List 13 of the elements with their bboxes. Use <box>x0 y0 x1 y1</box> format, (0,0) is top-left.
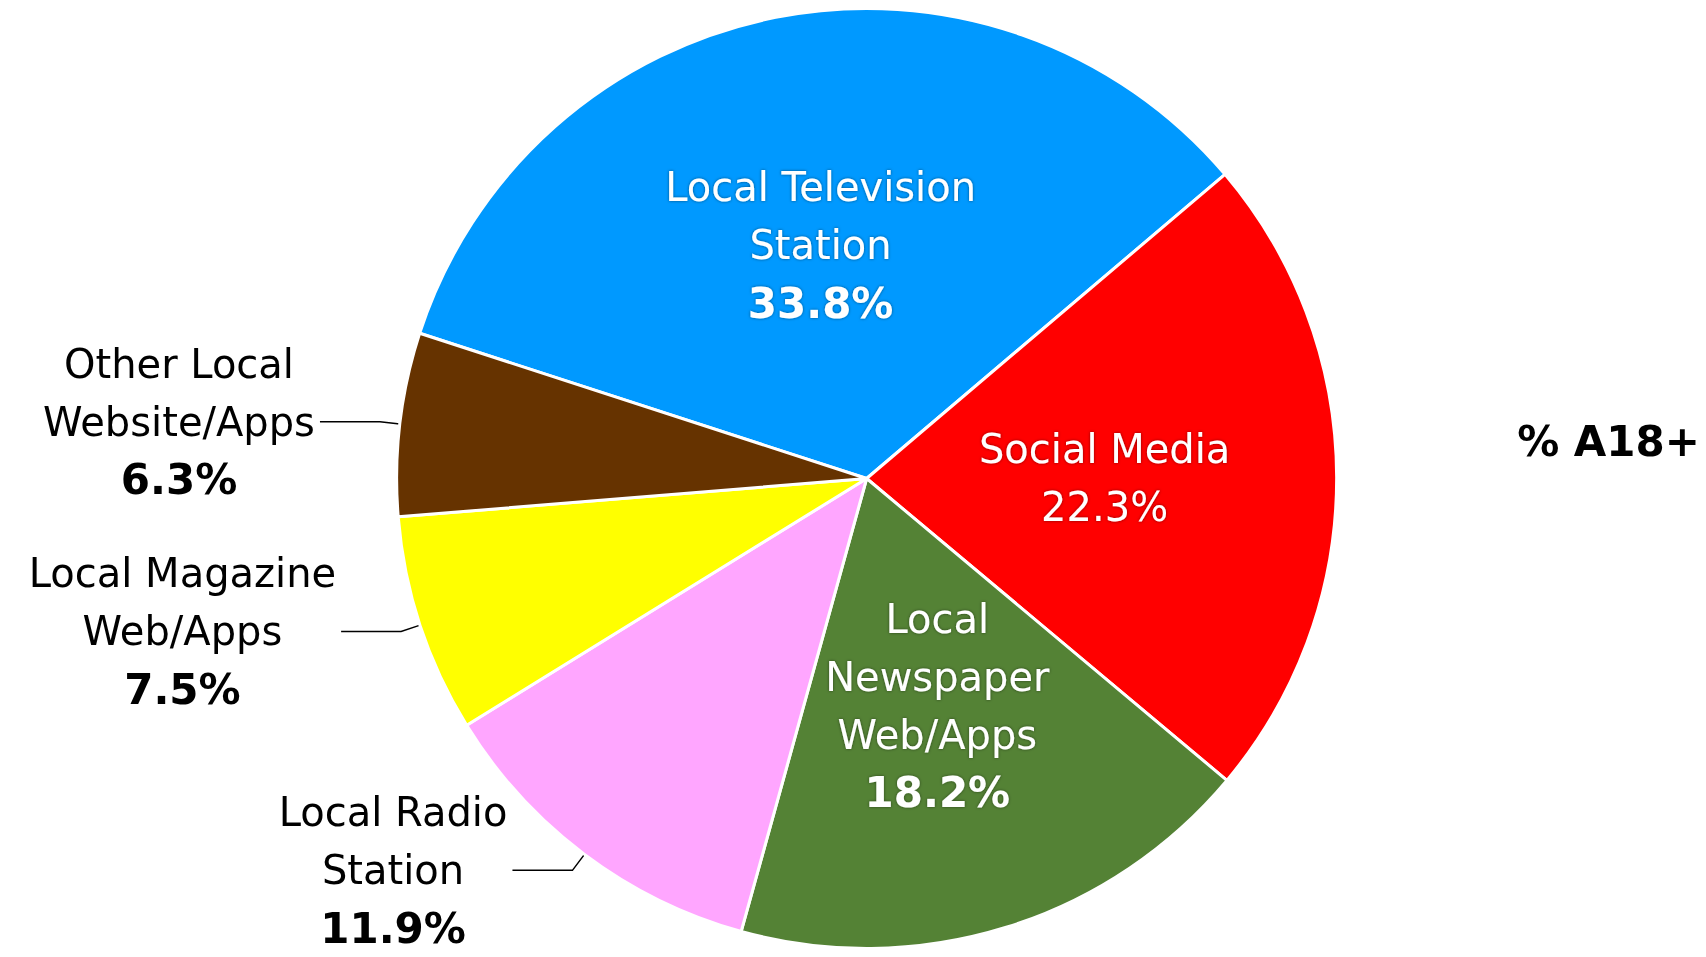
slice-label: Local Magazine Web/Apps <box>28 550 337 655</box>
slice-label: Local Radio Station <box>278 789 508 894</box>
data-label: 18.2% <box>864 768 1011 818</box>
data-label: 7.5% <box>124 664 241 714</box>
data-label: 11.9% <box>320 903 466 953</box>
data-label: 33.8% <box>747 278 894 328</box>
slice-label: Other Local Website/Apps <box>43 340 315 445</box>
data-label: 6.3% <box>120 455 238 505</box>
text: % A18+ <box>1517 416 1701 466</box>
slice-label: Local Television Station <box>665 164 977 268</box>
slice-label: Social Media <box>978 425 1231 472</box>
data-label: 22.3% <box>1041 483 1169 530</box>
slice-label: Local Newspaper Web/Apps <box>825 595 1051 758</box>
